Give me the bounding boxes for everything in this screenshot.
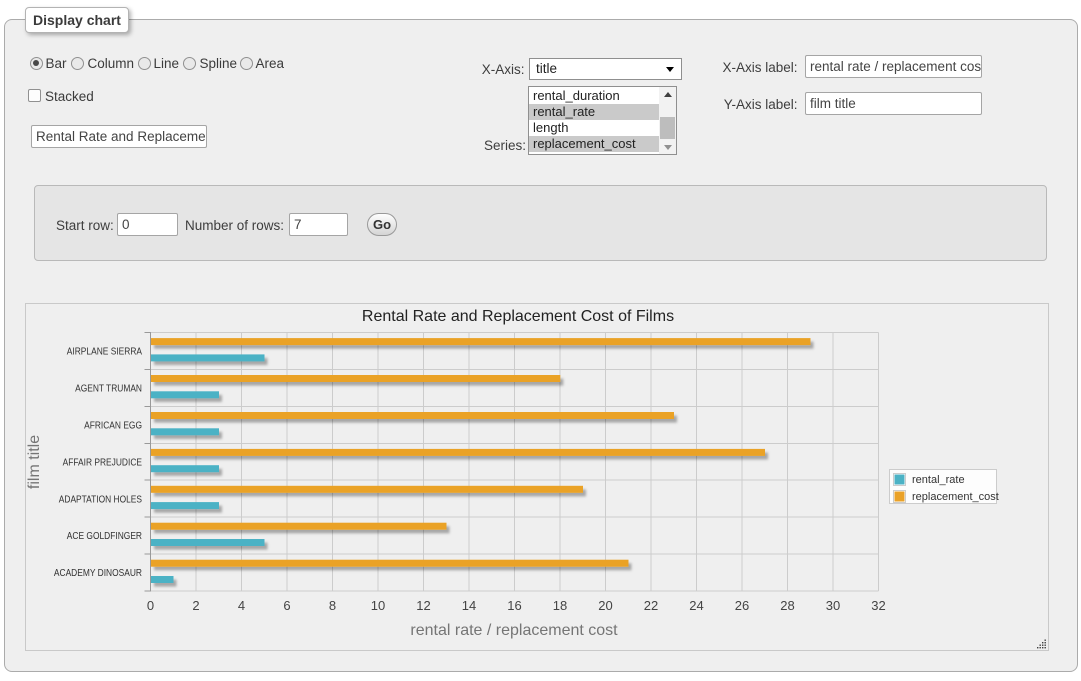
svg-text:rental rate / replacement cost: rental rate / replacement cost (410, 622, 618, 639)
svg-text:30: 30 (826, 598, 840, 613)
svg-text:16: 16 (507, 598, 521, 613)
svg-text:ACE GOLDFINGER: ACE GOLDFINGER (67, 530, 143, 542)
svg-text:replacement_cost: replacement_cost (912, 491, 999, 503)
svg-text:rental_rate: rental_rate (912, 474, 965, 486)
svg-text:AIRPLANE SIERRA: AIRPLANE SIERRA (67, 346, 142, 358)
svg-text:28: 28 (780, 598, 794, 613)
svg-text:2: 2 (192, 598, 199, 613)
svg-text:0: 0 (147, 598, 154, 613)
svg-text:20: 20 (598, 598, 612, 613)
svg-text:24: 24 (689, 598, 703, 613)
svg-text:32: 32 (871, 598, 885, 613)
svg-text:ADAPTATION HOLES: ADAPTATION HOLES (59, 493, 142, 505)
svg-text:8: 8 (329, 598, 336, 613)
svg-text:26: 26 (735, 598, 749, 613)
svg-text:AFRICAN EGG: AFRICAN EGG (84, 419, 142, 431)
svg-text:22: 22 (644, 598, 658, 613)
svg-text:12: 12 (416, 598, 430, 613)
svg-text:4: 4 (238, 598, 245, 613)
svg-text:Rental Rate and Replacement Co: Rental Rate and Replacement Cost of Film… (362, 308, 674, 325)
svg-text:film title: film title (26, 435, 43, 489)
svg-text:AGENT TRUMAN: AGENT TRUMAN (75, 383, 142, 395)
svg-text:14: 14 (462, 598, 476, 613)
svg-text:6: 6 (283, 598, 290, 613)
svg-text:AFFAIR PREJUDICE: AFFAIR PREJUDICE (63, 456, 142, 468)
svg-text:10: 10 (371, 598, 385, 613)
svg-text:18: 18 (553, 598, 567, 613)
svg-text:ACADEMY DINOSAUR: ACADEMY DINOSAUR (54, 567, 142, 579)
